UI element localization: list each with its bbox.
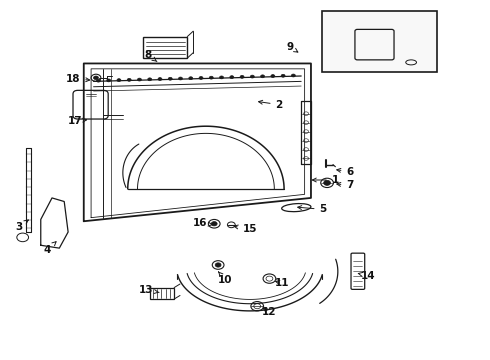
Text: 10: 10 (218, 272, 233, 285)
Text: 6: 6 (337, 167, 354, 177)
Circle shape (97, 79, 100, 82)
Text: 1: 1 (313, 175, 339, 185)
Text: 13: 13 (139, 285, 159, 295)
Circle shape (148, 78, 152, 81)
Circle shape (292, 74, 295, 77)
Text: 8: 8 (145, 50, 157, 62)
Bar (150, 288, 174, 299)
Circle shape (178, 77, 182, 80)
Text: 4: 4 (44, 242, 56, 255)
Text: 11: 11 (274, 278, 289, 288)
Text: 2: 2 (259, 100, 283, 110)
Bar (322, 11, 437, 72)
Text: 7: 7 (337, 180, 354, 190)
Text: 14: 14 (358, 271, 376, 281)
Circle shape (324, 180, 331, 185)
Circle shape (158, 78, 162, 81)
Circle shape (240, 75, 244, 78)
Text: 12: 12 (262, 307, 277, 316)
Circle shape (261, 75, 265, 78)
Circle shape (107, 79, 111, 82)
Text: 3: 3 (16, 220, 28, 231)
Text: 15: 15 (234, 224, 257, 234)
Circle shape (271, 75, 275, 77)
Circle shape (138, 78, 142, 81)
Text: 17: 17 (68, 116, 87, 126)
Text: 18: 18 (66, 74, 90, 84)
Bar (144, 37, 187, 58)
Text: 16: 16 (193, 218, 213, 228)
Circle shape (215, 263, 221, 267)
Circle shape (94, 76, 98, 80)
Circle shape (209, 76, 213, 79)
Circle shape (281, 74, 285, 77)
Circle shape (220, 76, 223, 79)
Circle shape (117, 79, 121, 82)
Circle shape (230, 76, 234, 78)
Circle shape (199, 77, 203, 79)
Circle shape (127, 78, 131, 81)
Text: 5: 5 (298, 204, 327, 215)
Text: 9: 9 (287, 42, 298, 52)
Circle shape (250, 75, 254, 78)
Circle shape (168, 77, 172, 80)
Circle shape (211, 222, 217, 226)
Circle shape (189, 77, 193, 80)
